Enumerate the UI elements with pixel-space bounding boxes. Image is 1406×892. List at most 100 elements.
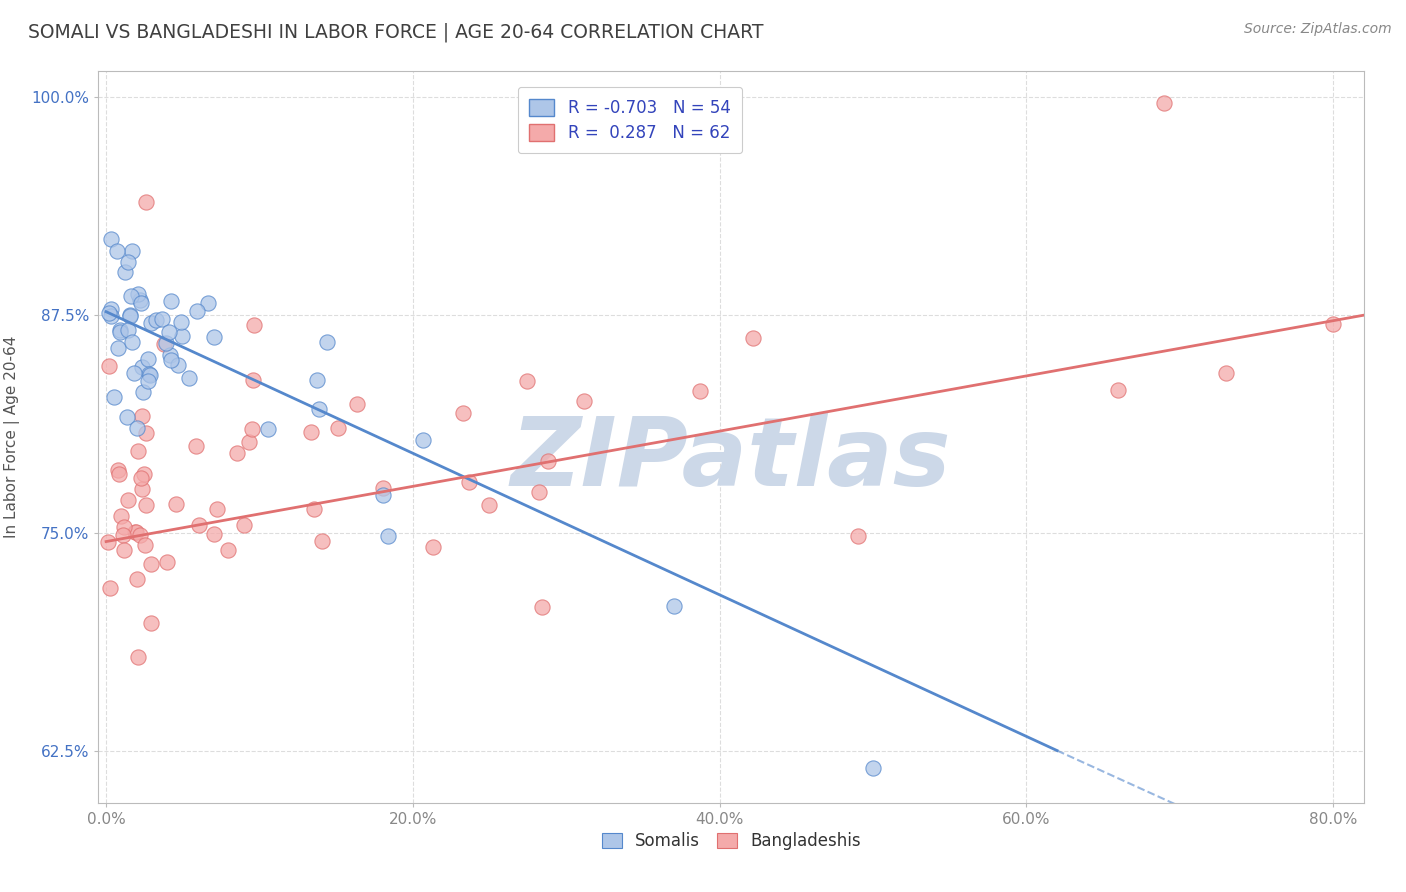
Point — [516, 374, 538, 388]
Point — [129, 471, 152, 485]
Point — [127, 421, 149, 435]
Point — [478, 498, 501, 512]
Point — [152, 337, 174, 351]
Text: SOMALI VS BANGLADESHI IN LABOR FORCE | AGE 20-64 CORRELATION CHART: SOMALI VS BANGLADESHI IN LABOR FORCE | A… — [28, 22, 763, 42]
Point — [240, 422, 263, 436]
Point — [127, 443, 149, 458]
Point — [159, 348, 181, 362]
Point — [184, 439, 207, 453]
Point — [150, 312, 173, 326]
Point — [188, 518, 211, 533]
Point — [112, 528, 135, 542]
Point — [139, 316, 162, 330]
Point — [155, 335, 177, 350]
Point — [100, 302, 122, 317]
Point — [422, 541, 444, 555]
Point — [662, 599, 685, 614]
Point — [100, 232, 122, 246]
Point — [134, 538, 156, 552]
Point — [108, 323, 131, 337]
Point — [197, 296, 219, 310]
Point — [112, 520, 135, 534]
Point — [256, 422, 278, 436]
Point — [121, 244, 143, 259]
Point — [98, 581, 121, 595]
Legend: Somalis, Bangladeshis: Somalis, Bangladeshis — [595, 825, 868, 856]
Point — [136, 374, 159, 388]
Point — [103, 390, 125, 404]
Point — [124, 366, 146, 380]
Point — [307, 373, 329, 387]
Point — [125, 572, 148, 586]
Point — [846, 529, 869, 543]
Point — [412, 433, 434, 447]
Point — [134, 467, 156, 482]
Point — [1153, 95, 1175, 110]
Point — [124, 524, 146, 539]
Point — [572, 393, 595, 408]
Point — [238, 435, 260, 450]
Point — [105, 244, 128, 259]
Point — [131, 360, 153, 375]
Point — [527, 485, 550, 500]
Point — [1215, 366, 1237, 380]
Point — [127, 287, 149, 301]
Point — [179, 371, 201, 385]
Point — [1107, 383, 1129, 397]
Point — [170, 315, 193, 329]
Point — [112, 543, 135, 558]
Point — [689, 384, 711, 399]
Point — [115, 410, 138, 425]
Point — [302, 502, 325, 516]
Point — [186, 303, 208, 318]
Point — [139, 368, 162, 383]
Point — [377, 529, 399, 543]
Point — [98, 359, 121, 374]
Point — [114, 265, 136, 279]
Point — [110, 508, 132, 523]
Point — [458, 475, 481, 490]
Point — [741, 331, 763, 345]
Point — [308, 402, 330, 417]
Point — [118, 308, 141, 322]
Point — [145, 313, 167, 327]
Point — [453, 406, 475, 420]
Point — [120, 289, 142, 303]
Point — [97, 534, 120, 549]
Point — [139, 615, 162, 630]
Point — [118, 309, 141, 323]
Point — [138, 367, 160, 381]
Point — [107, 462, 129, 476]
Point — [311, 533, 333, 548]
Point — [346, 397, 368, 411]
Point — [233, 518, 256, 533]
Point — [167, 359, 190, 373]
Point — [299, 425, 322, 439]
Point — [217, 542, 239, 557]
Point — [170, 329, 193, 343]
Point — [100, 309, 122, 323]
Point — [132, 384, 155, 399]
Point — [136, 352, 159, 367]
Point — [202, 527, 225, 541]
Point — [125, 524, 148, 539]
Point — [225, 446, 247, 460]
Point — [131, 482, 153, 496]
Point — [160, 353, 183, 368]
Point — [328, 421, 350, 435]
Point — [1322, 317, 1344, 331]
Point — [157, 326, 180, 340]
Point — [373, 481, 395, 495]
Point — [160, 293, 183, 308]
Point — [135, 194, 157, 209]
Point — [128, 528, 150, 542]
Point — [117, 493, 139, 508]
Point — [135, 498, 157, 512]
Point — [156, 555, 179, 569]
Point — [107, 342, 129, 356]
Point — [127, 650, 149, 665]
Point — [537, 454, 560, 468]
Point — [117, 255, 139, 269]
Point — [128, 293, 150, 307]
Point — [108, 467, 131, 482]
